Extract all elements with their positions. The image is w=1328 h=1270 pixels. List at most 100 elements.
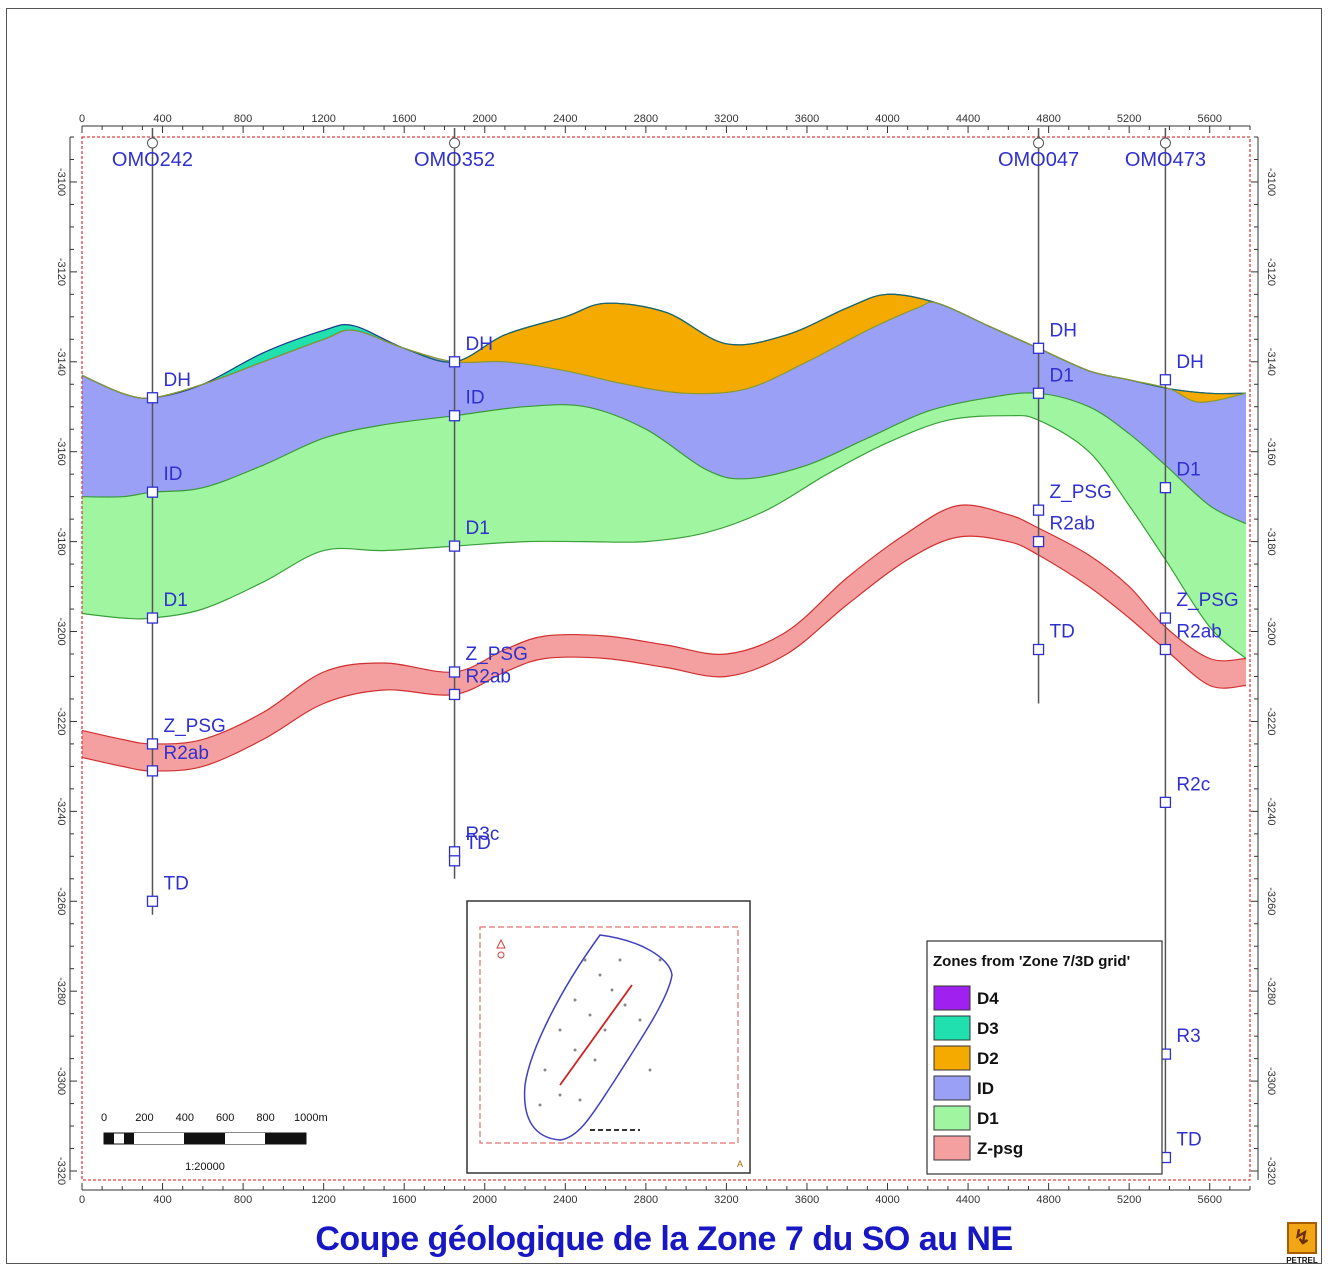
x-tick-label-bottom: 5600 <box>1197 1194 1221 1206</box>
legend-swatch-id <box>933 1075 971 1101</box>
marker-label: Z_PSG <box>1176 590 1238 611</box>
legend-label-d2: D2 <box>977 1049 999 1068</box>
x-tick-label-top: 2400 <box>553 113 577 125</box>
marker-label: D1 <box>1176 460 1200 481</box>
x-tick-label-bottom: 2800 <box>634 1194 658 1206</box>
marker-label: D1 <box>163 590 187 611</box>
plot-border <box>81 136 1251 1181</box>
y-tick-label-right: -3180 <box>1265 528 1277 556</box>
marker-label: ID <box>466 388 485 409</box>
x-tick-label-top: 5600 <box>1197 113 1221 125</box>
x-tick-label-top: 2000 <box>473 113 497 125</box>
y-tick-label-right: -3320 <box>1265 1157 1277 1185</box>
well-marker[interactable] <box>448 410 461 422</box>
x-tick-label-top: 1200 <box>311 113 335 125</box>
well-marker[interactable] <box>146 486 159 498</box>
well-marker[interactable] <box>1159 374 1172 386</box>
well-marker[interactable] <box>1032 504 1045 516</box>
scale-ratio: 1:20000 <box>185 1161 225 1173</box>
marker-label: Z_PSG <box>466 644 528 665</box>
scale-tick-label: 400 <box>176 1112 194 1124</box>
well-marker[interactable] <box>448 540 461 552</box>
well-omo473[interactable]: OMO473 DH D1 Z_PSG R2ab R2c R3 TD <box>1125 128 1239 1164</box>
legend-items: D4 D3 D2 ID D1 Z-psg <box>933 985 1023 1161</box>
y-tick-label-left: -3160 <box>55 438 67 466</box>
well-marker[interactable] <box>1032 342 1045 354</box>
legend-swatch-z-psg <box>933 1135 971 1161</box>
horizon-d2-base <box>81 301 1247 403</box>
x-tick-label-bottom: 4800 <box>1036 1194 1060 1206</box>
x-tick-label-bottom: 800 <box>234 1194 252 1206</box>
legend-label-d1: D1 <box>977 1109 999 1128</box>
x-tick-label-bottom: 0 <box>79 1194 85 1206</box>
well-head-icon <box>1033 137 1045 149</box>
inset-location-map[interactable]: A <box>466 900 751 1174</box>
horizon-zpsg-top <box>81 504 1247 745</box>
legend-swatch-d4 <box>933 985 971 1011</box>
wells-layer: OMO242DHIDD1Z_PSGR2abTDOMO352DHIDD1Z_PSG… <box>112 128 1239 1164</box>
x-tick-label-bottom: 1200 <box>311 1194 335 1206</box>
well-marker[interactable] <box>1159 612 1172 624</box>
y-tick-label-left: -3260 <box>55 887 67 915</box>
legend-label-z-psg: Z-psg <box>977 1139 1023 1158</box>
marker-label: TD <box>163 873 188 894</box>
scale-bar: 0 200 400 600 800 1000m 1:20000 <box>101 1112 328 1173</box>
well-marker[interactable] <box>448 356 461 368</box>
well-marker[interactable] <box>448 666 461 678</box>
well-marker[interactable] <box>146 612 159 624</box>
marker-label: DH <box>1176 352 1203 373</box>
y-tick-label-left: -3280 <box>55 977 67 1005</box>
legend-label-d4: D4 <box>977 989 999 1008</box>
y-tick-label-right: -3200 <box>1265 617 1277 645</box>
marker-label: R2ab <box>1050 514 1095 535</box>
svg-text:A: A <box>737 1159 743 1169</box>
marker-label: R3 <box>1176 1026 1200 1047</box>
well-marker[interactable] <box>146 895 159 907</box>
well-name: OMO473 <box>1125 149 1206 171</box>
y-tick-label-left: -3100 <box>55 168 67 196</box>
petrel-logo-label: PETREL <box>1286 1256 1318 1265</box>
well-name: OMO242 <box>112 149 193 171</box>
x-tick-label-top: 3200 <box>714 113 738 125</box>
y-tick-label-left: -3120 <box>55 258 67 286</box>
legend-label-id: ID <box>977 1079 994 1098</box>
well-marker[interactable] <box>1032 535 1045 548</box>
well-marker[interactable] <box>1159 643 1172 656</box>
petrel-logo-icon: ↯ <box>1287 1222 1317 1254</box>
well-marker[interactable] <box>146 392 159 404</box>
marker-label: TD <box>1050 622 1075 643</box>
legend-swatch-d1 <box>933 1105 971 1131</box>
well-marker[interactable] <box>1159 796 1172 809</box>
marker-label: R2c <box>1176 774 1210 795</box>
x-tick-label-top: 1600 <box>392 113 416 125</box>
y-tick-label-right: -3220 <box>1265 707 1277 735</box>
x-tick-label-bottom: 400 <box>153 1194 171 1206</box>
legend-swatch-d3 <box>933 1015 971 1041</box>
well-marker[interactable] <box>448 855 461 867</box>
well-marker[interactable] <box>146 738 159 750</box>
y-tick-label-right: -3240 <box>1265 797 1277 825</box>
x-tick-label-bottom: 3200 <box>714 1194 738 1206</box>
scale-tick-label: 800 <box>256 1112 274 1124</box>
well-marker[interactable] <box>1032 387 1045 399</box>
well-marker[interactable] <box>1159 482 1172 494</box>
well-omo242[interactable]: OMO242 DH ID D1 Z_PSG R2ab TD <box>112 128 226 915</box>
well-marker[interactable] <box>146 765 159 777</box>
well-head-icon <box>146 137 158 149</box>
y-tick-label-right: -3300 <box>1265 1067 1277 1095</box>
x-tick-label-top: 3600 <box>795 113 819 125</box>
well-omo047[interactable]: OMO047 DH D1 Z_PSG R2ab TD <box>998 128 1112 704</box>
well-marker[interactable] <box>448 688 461 701</box>
petrel-logo: ↯ PETREL <box>1285 1222 1319 1266</box>
x-tick-label-top: 5200 <box>1117 113 1141 125</box>
marker-label: Z_PSG <box>1050 482 1112 503</box>
legend-label-d3: D3 <box>977 1019 999 1038</box>
well-marker[interactable] <box>1032 643 1045 656</box>
marker-label: D1 <box>1050 365 1074 386</box>
zone-z-psg <box>82 504 1246 771</box>
marker-label: R2ab <box>1176 622 1221 643</box>
axes-layer: 0040040080080012001200160016002000200024… <box>55 113 1277 1206</box>
y-tick-label-left: -3300 <box>55 1067 67 1095</box>
